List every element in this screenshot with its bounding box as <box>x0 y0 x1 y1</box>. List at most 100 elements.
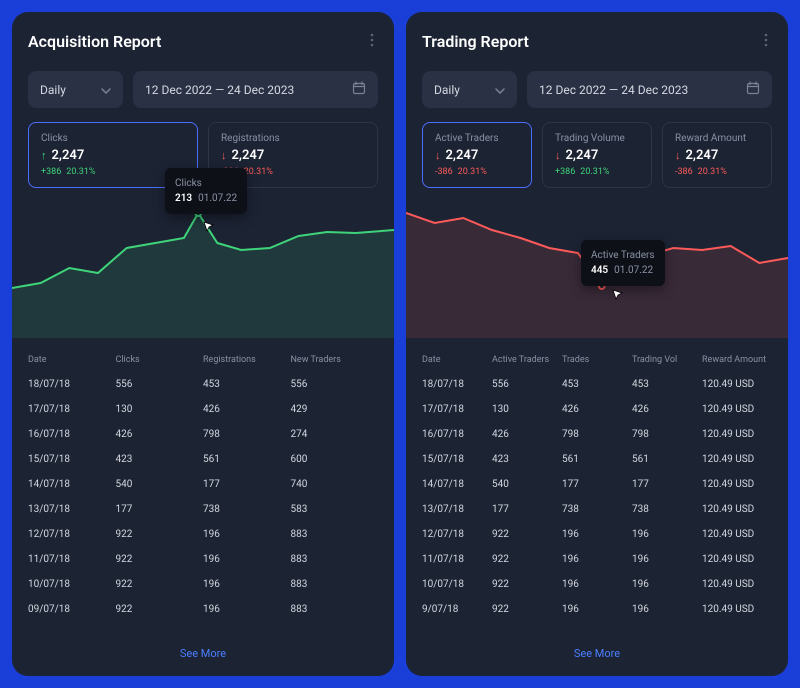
table-row: 16/07/18426798274 <box>28 422 378 447</box>
table-cell: 883 <box>291 579 379 590</box>
metric-delta: +386 <box>555 167 575 177</box>
table-row: 13/07/18177738583 <box>28 497 378 522</box>
trend-up-icon: ↑ <box>41 149 47 162</box>
metric-card[interactable]: Active Traders↓2,247-38620.31% <box>422 122 532 188</box>
chart-area[interactable]: Clicks 213 01.07.22 <box>12 188 394 338</box>
more-icon[interactable] <box>366 28 378 55</box>
panel-header: Trading Report <box>422 28 772 55</box>
metric-value: 2,247 <box>232 148 265 163</box>
date-range-label: 12 Dec 2022 — 24 Dec 2023 <box>539 83 688 97</box>
table-row: 15/07/18423561561120.49 USD <box>422 447 772 472</box>
chevron-down-icon <box>101 83 111 97</box>
metric-card[interactable]: Registrations ↓2,247 -38620.31% <box>208 122 378 188</box>
metric-change: +386 20.31% <box>41 167 185 177</box>
metric-pct: 20.31% <box>244 167 273 177</box>
table-cell: 922 <box>492 554 562 565</box>
table-cell: 561 <box>562 454 632 465</box>
table-cell: 453 <box>632 379 702 390</box>
date-range-picker[interactable]: 12 Dec 2022 — 24 Dec 2023 <box>527 71 772 108</box>
metric-value: 2,247 <box>566 148 599 163</box>
metric-value-row: ↓ 2,247 <box>675 148 759 163</box>
metric-label: Registrations <box>221 133 365 144</box>
table-row: 17/07/18130426426120.49 USD <box>422 397 772 422</box>
table-cell: 13/07/18 <box>28 504 116 515</box>
table-cell: 738 <box>632 504 702 515</box>
metric-value: 2,247 <box>446 148 479 163</box>
metric-delta: +386 <box>41 167 61 177</box>
table-header: DateActive TradersTradesTrading VolRewar… <box>422 348 772 372</box>
metric-pct: 20.31% <box>458 167 487 177</box>
table-cell: 540 <box>116 479 204 490</box>
data-table: DateClicksRegistrationsNew Traders18/07/… <box>28 348 378 637</box>
table-column-header: Registrations <box>203 355 291 365</box>
table-cell: 196 <box>562 554 632 565</box>
table-cell: 453 <box>562 379 632 390</box>
trend-down-icon: ↓ <box>555 149 561 162</box>
table-cell: 120.49 USD <box>702 604 772 615</box>
table-row: 13/07/18177738738120.49 USD <box>422 497 772 522</box>
table-cell: 883 <box>291 554 379 565</box>
metric-card[interactable]: Trading Volume↓2,247+38620.31% <box>542 122 652 188</box>
metric-card[interactable]: Reward Amount↓2,247-38620.31% <box>662 122 772 188</box>
table-cell: 556 <box>291 379 379 390</box>
metric-change: -38620.31% <box>675 167 759 177</box>
table-cell: 274 <box>291 429 379 440</box>
panel-header: Acquisition Report <box>28 28 378 55</box>
see-more-link[interactable]: See More <box>422 637 772 660</box>
table-cell: 556 <box>492 379 562 390</box>
table-cell: 196 <box>562 579 632 590</box>
frequency-dropdown[interactable]: Daily <box>422 71 517 108</box>
table-row: 10/07/18922196196120.49 USD <box>422 572 772 597</box>
table-row: 17/07/18130426429 <box>28 397 378 422</box>
metric-value: 2,247 <box>52 148 85 163</box>
table-cell: 09/07/18 <box>28 604 116 615</box>
cursor-icon <box>202 220 216 234</box>
table-row: 18/07/18556453556 <box>28 372 378 397</box>
table-row: 14/07/18540177740 <box>28 472 378 497</box>
table-cell: 738 <box>562 504 632 515</box>
panel-title: Trading Report <box>422 32 529 51</box>
table-cell: 453 <box>203 379 291 390</box>
metric-delta: -386 <box>675 167 693 177</box>
metric-value-row: ↑ 2,247 <box>41 148 185 163</box>
table-cell: 429 <box>291 404 379 415</box>
table-cell: 798 <box>203 429 291 440</box>
table-cell: 426 <box>116 429 204 440</box>
metric-label: Trading Volume <box>555 133 639 144</box>
chevron-down-icon <box>495 83 505 97</box>
metric-pct: 20.31% <box>66 167 95 177</box>
frequency-label: Daily <box>40 83 66 97</box>
table-cell: 12/07/18 <box>28 529 116 540</box>
table-row: 9/07/18922196196120.49 USD <box>422 597 772 622</box>
chart-area[interactable]: Active Traders 445 01.07.22 <box>406 188 788 338</box>
date-range-picker[interactable]: 12 Dec 2022 — 24 Dec 2023 <box>133 71 378 108</box>
metric-change: -38620.31% <box>221 167 365 177</box>
data-table: DateActive TradersTradesTrading VolRewar… <box>422 348 772 637</box>
metric-value-row: ↓2,247 <box>221 148 365 163</box>
metric-card[interactable]: Clicks↑2,247+38620.31% <box>28 122 198 188</box>
see-more-link[interactable]: See More <box>28 637 378 660</box>
table-cell: 922 <box>492 579 562 590</box>
table-cell: 120.49 USD <box>702 554 772 565</box>
table-cell: 426 <box>562 404 632 415</box>
table-cell: 12/07/18 <box>422 529 492 540</box>
table-column-header: Active Traders <box>492 355 562 365</box>
table-cell: 798 <box>632 429 702 440</box>
table-cell: 11/07/18 <box>28 554 116 565</box>
metric-value: 2,247 <box>686 148 719 163</box>
metric-label: Active Traders <box>435 133 519 144</box>
table-cell: 426 <box>203 404 291 415</box>
table-cell: 9/07/18 <box>422 604 492 615</box>
frequency-dropdown[interactable]: Daily <box>28 71 123 108</box>
table-row: 11/07/18922196196120.49 USD <box>422 547 772 572</box>
table-cell: 17/07/18 <box>422 404 492 415</box>
table-cell: 120.49 USD <box>702 479 772 490</box>
trend-down-icon: ↓ <box>675 149 681 162</box>
more-icon[interactable] <box>760 28 772 55</box>
table-row: 15/07/18423561600 <box>28 447 378 472</box>
panel-title: Acquisition Report <box>28 32 161 51</box>
table-row: 11/07/18922196883 <box>28 547 378 572</box>
table-cell: 196 <box>203 579 291 590</box>
table-cell: 583 <box>291 504 379 515</box>
table-cell: 196 <box>562 529 632 540</box>
